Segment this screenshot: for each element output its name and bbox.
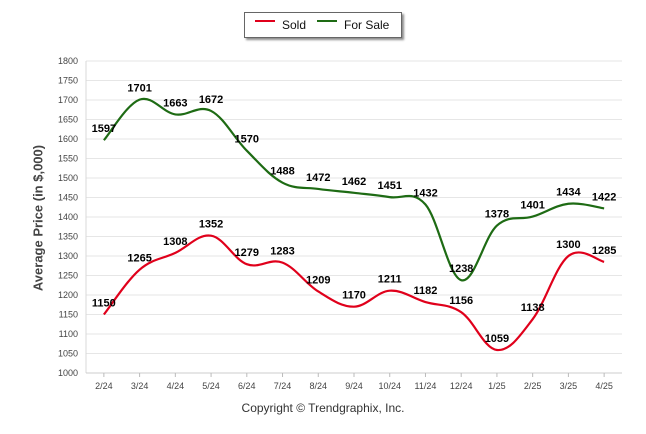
grid-lines bbox=[85, 60, 622, 374]
data-label-for-sale: 1701 bbox=[127, 83, 151, 95]
x-tick-label: 1/25 bbox=[488, 381, 506, 391]
y-axis-label: Average Price (in $,000) bbox=[30, 144, 46, 292]
data-label-for-sale: 1462 bbox=[342, 176, 366, 188]
data-label-sold: 1279 bbox=[235, 247, 259, 259]
y-tick-label: 1350 bbox=[58, 232, 78, 242]
data-label-sold: 1209 bbox=[306, 274, 330, 286]
legend: Sold For Sale bbox=[244, 12, 402, 38]
data-label-for-sale: 1472 bbox=[306, 172, 330, 184]
data-label-sold: 1285 bbox=[592, 245, 616, 257]
data-label-sold: 1059 bbox=[485, 333, 509, 345]
data-label-sold: 1170 bbox=[342, 290, 366, 302]
data-label-for-sale: 1672 bbox=[199, 94, 223, 106]
data-label-sold: 1308 bbox=[163, 236, 187, 248]
y-tick-label: 1700 bbox=[58, 95, 78, 105]
y-tick-label: 1200 bbox=[58, 290, 78, 300]
y-tick-label: 1400 bbox=[58, 212, 78, 222]
legend-label-sold: Sold bbox=[282, 18, 307, 32]
x-tick-label: 11/24 bbox=[415, 381, 437, 391]
x-tick-label: 4/24 bbox=[167, 381, 185, 391]
series-line-for-sale bbox=[103, 97, 605, 282]
data-label-for-sale: 1422 bbox=[592, 191, 616, 203]
x-tick-label: 4/25 bbox=[595, 381, 613, 391]
y-tick-label: 1300 bbox=[58, 251, 78, 261]
data-label-sold: 1352 bbox=[199, 219, 223, 231]
data-label-for-sale: 1597 bbox=[92, 123, 116, 135]
y-tick-label: 1000 bbox=[58, 368, 78, 378]
x-tick-label: 2/25 bbox=[524, 381, 542, 391]
x-tick-label: 7/24 bbox=[274, 381, 292, 391]
legend-swatch-sold bbox=[255, 20, 275, 22]
copyright-credit: Copyright © Trendgraphix, Inc. bbox=[241, 401, 405, 415]
data-label-sold: 1182 bbox=[414, 285, 438, 297]
y-axis-ticks: 1000 1050 1100 1150 1200 1250 1300 1350 1400 1450… bbox=[58, 56, 78, 378]
data-label-sold: 1150 bbox=[92, 298, 116, 310]
data-label-for-sale: 1663 bbox=[163, 97, 187, 109]
data-label-sold: 1211 bbox=[378, 274, 402, 286]
x-tick-label: 3/25 bbox=[560, 381, 578, 391]
y-tick-label: 1550 bbox=[58, 154, 78, 164]
data-label-sold: 1138 bbox=[521, 302, 545, 314]
x-tick-label: 10/24 bbox=[378, 381, 401, 391]
x-tick-label: 12/24 bbox=[450, 381, 473, 391]
data-label-for-sale: 1434 bbox=[556, 187, 581, 199]
x-tick-label: 9/24 bbox=[345, 381, 363, 391]
x-tick-label: 8/24 bbox=[310, 381, 328, 391]
data-label-for-sale: 1378 bbox=[485, 209, 509, 221]
y-tick-label: 1050 bbox=[58, 349, 78, 359]
x-axis-ticks: 2/24 3/24 4/24 5/24 6/24 7/24 8/24 9/24 10/24 11/… bbox=[95, 373, 613, 391]
y-tick-label: 1100 bbox=[59, 329, 78, 339]
data-labels: 1150 1265 1308 1352 1279 1283 1209 1170 1211 1182… bbox=[92, 83, 617, 345]
series-line-sold bbox=[103, 234, 605, 352]
y-tick-label: 1500 bbox=[58, 173, 78, 183]
y-tick-label: 1800 bbox=[58, 56, 78, 66]
y-tick-label: 1250 bbox=[58, 271, 78, 281]
data-label-sold: 1265 bbox=[127, 253, 151, 265]
data-label-sold: 1283 bbox=[270, 246, 294, 258]
y-tick-label: 1650 bbox=[58, 115, 78, 125]
data-label-for-sale: 1570 bbox=[235, 134, 259, 146]
y-tick-label: 1150 bbox=[59, 310, 78, 320]
y-tick-label: 1750 bbox=[58, 76, 78, 86]
legend-label-for-sale: For Sale bbox=[344, 18, 390, 32]
series-lines bbox=[103, 97, 605, 352]
y-tick-label: 1450 bbox=[58, 193, 78, 203]
x-tick-label: 5/24 bbox=[202, 381, 220, 391]
legend-swatch-for-sale bbox=[317, 20, 337, 22]
data-label-sold: 1156 bbox=[449, 295, 473, 307]
data-label-for-sale: 1432 bbox=[413, 188, 437, 200]
x-tick-label: 2/24 bbox=[95, 381, 113, 391]
x-tick-label: 3/24 bbox=[131, 381, 149, 391]
x-tick-label: 6/24 bbox=[238, 381, 256, 391]
data-label-sold: 1300 bbox=[556, 239, 580, 251]
data-label-for-sale: 1238 bbox=[449, 263, 473, 275]
data-label-for-sale: 1451 bbox=[377, 180, 401, 192]
y-tick-label: 1600 bbox=[58, 134, 78, 144]
data-label-for-sale: 1488 bbox=[270, 166, 294, 178]
data-label-for-sale: 1401 bbox=[520, 200, 544, 212]
